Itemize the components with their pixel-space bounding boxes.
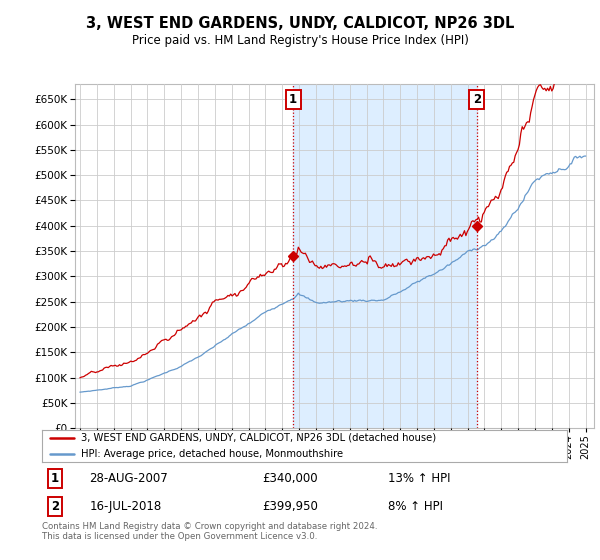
Text: Price paid vs. HM Land Registry's House Price Index (HPI): Price paid vs. HM Land Registry's House … <box>131 34 469 46</box>
Text: 1: 1 <box>289 93 297 106</box>
Text: 16-JUL-2018: 16-JUL-2018 <box>89 500 161 513</box>
Text: 3, WEST END GARDENS, UNDY, CALDICOT, NP26 3DL: 3, WEST END GARDENS, UNDY, CALDICOT, NP2… <box>86 16 514 31</box>
Text: 8% ↑ HPI: 8% ↑ HPI <box>389 500 443 513</box>
Text: £340,000: £340,000 <box>263 473 318 486</box>
Text: 28-AUG-2007: 28-AUG-2007 <box>89 473 168 486</box>
Text: 13% ↑ HPI: 13% ↑ HPI <box>389 473 451 486</box>
Text: HPI: Average price, detached house, Monmouthshire: HPI: Average price, detached house, Monm… <box>82 449 343 459</box>
Bar <box>293 84 477 428</box>
Text: 3, WEST END GARDENS, UNDY, CALDICOT, NP26 3DL (detached house): 3, WEST END GARDENS, UNDY, CALDICOT, NP2… <box>82 433 437 443</box>
Text: 2: 2 <box>51 500 59 513</box>
Text: 1: 1 <box>51 473 59 486</box>
Text: 2: 2 <box>473 93 481 106</box>
Text: £399,950: £399,950 <box>263 500 319 513</box>
Text: Contains HM Land Registry data © Crown copyright and database right 2024.
This d: Contains HM Land Registry data © Crown c… <box>42 522 377 542</box>
